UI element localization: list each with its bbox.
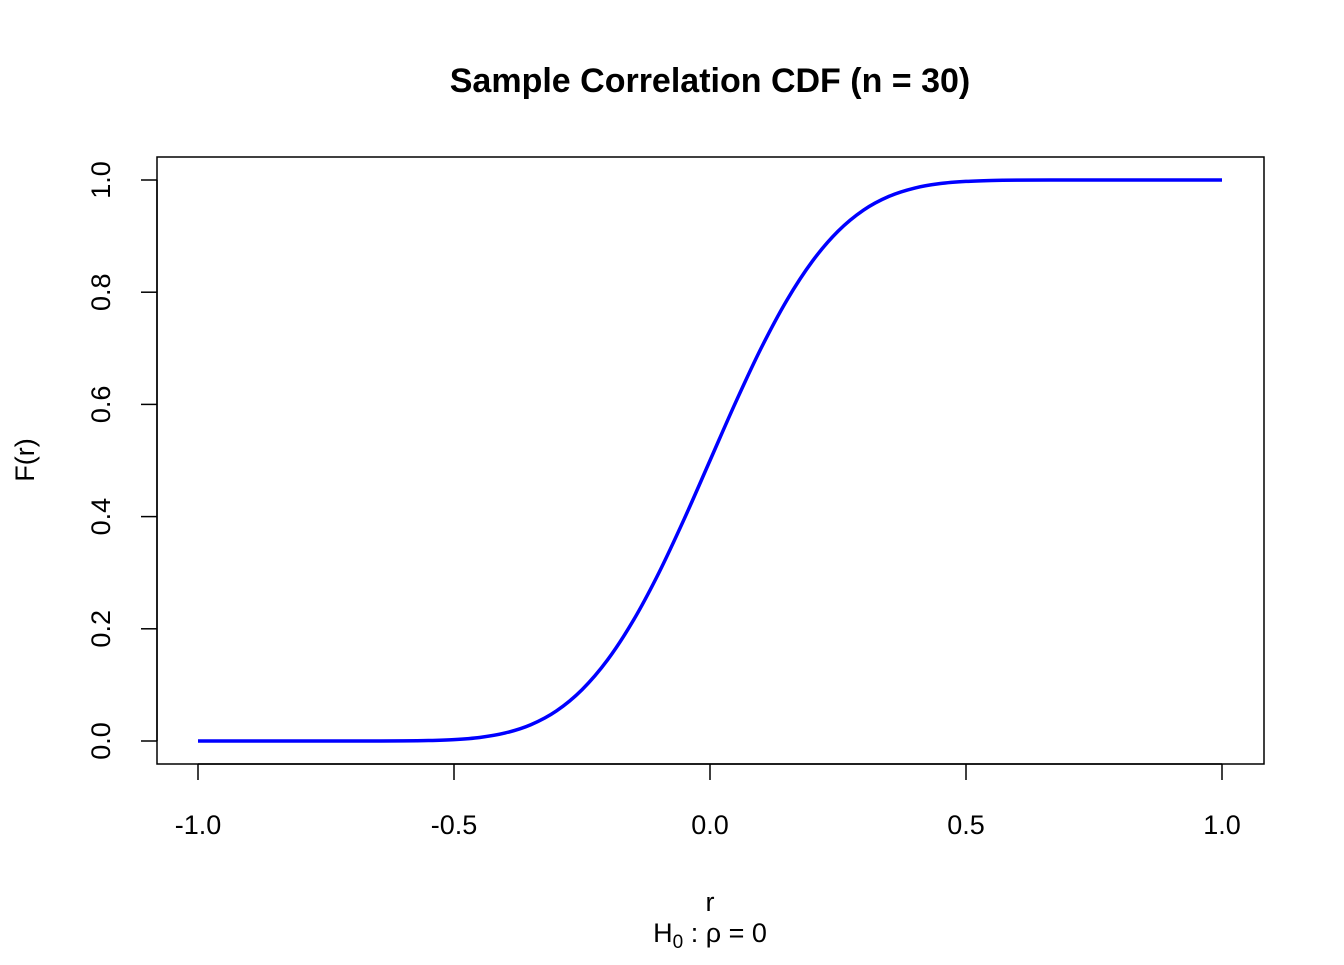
x-axis-label: r xyxy=(706,887,715,917)
y-tick-label: 0.8 xyxy=(86,273,116,311)
subtitle-h: H xyxy=(653,918,673,948)
y-axis-label: F(r) xyxy=(10,438,40,481)
x-tick-label: 1.0 xyxy=(1203,810,1241,840)
x-tick-label: 0.0 xyxy=(691,810,729,840)
x-tick-label: -0.5 xyxy=(431,810,478,840)
cdf-line xyxy=(198,178,1222,743)
subtitle-subscript: 0 xyxy=(673,932,684,953)
subtitle-rest: : ρ = 0 xyxy=(683,918,767,948)
y-tick-label: 0.2 xyxy=(86,610,116,648)
y-tick-label: 0.6 xyxy=(86,386,116,424)
y-axis: 0.0 0.2 0.4 0.6 0.8 1.0 xyxy=(86,161,158,760)
chart-title: Sample Correlation CDF (n = 30) xyxy=(450,62,971,100)
x-axis-subtitle: H0 : ρ = 0 xyxy=(653,918,767,953)
x-axis: -1.0 -0.5 0.0 0.5 1.0 xyxy=(175,763,1241,840)
y-tick-label: 0.4 xyxy=(86,498,116,536)
x-tick-label: 0.5 xyxy=(947,810,985,840)
x-tick-label: -1.0 xyxy=(175,810,222,840)
y-tick-label: 0.0 xyxy=(86,722,116,760)
y-tick-label: 1.0 xyxy=(86,161,116,199)
